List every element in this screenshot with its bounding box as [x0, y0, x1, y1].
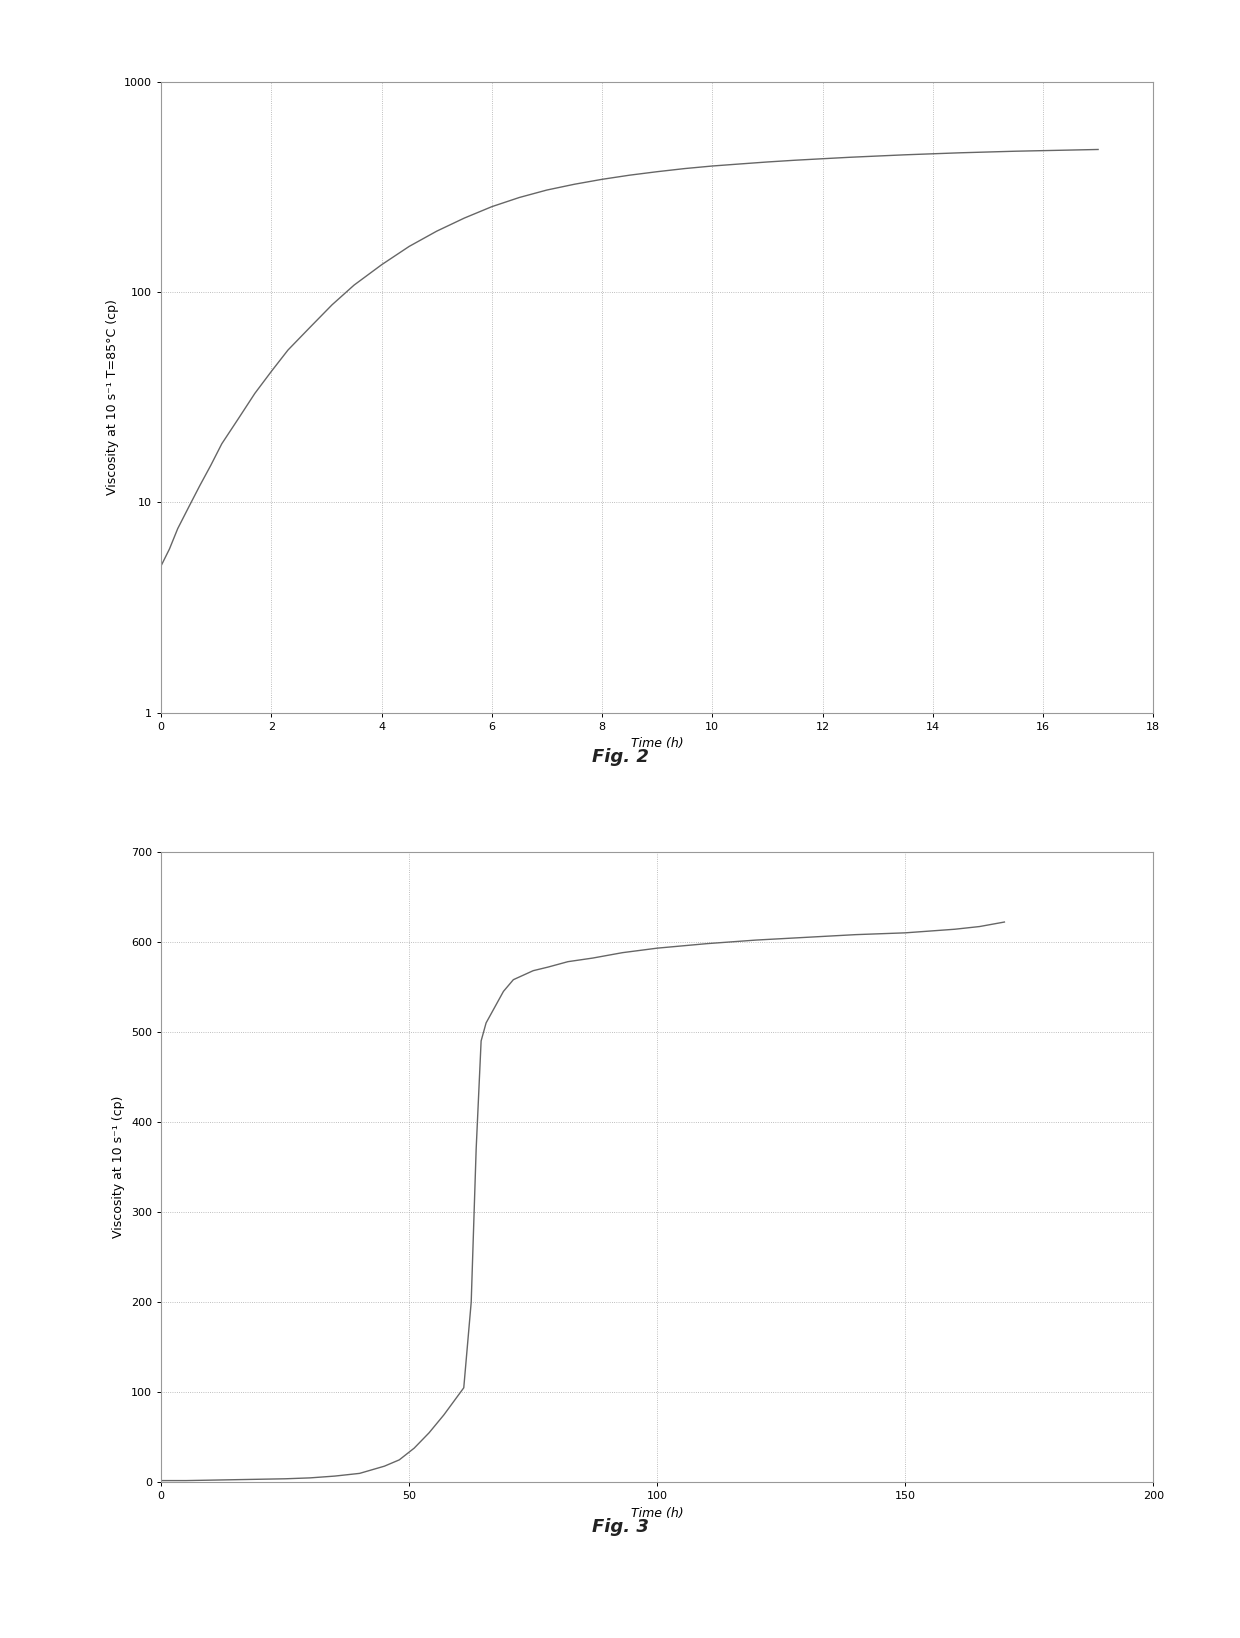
X-axis label: Time (h): Time (h) — [631, 737, 683, 750]
Y-axis label: Viscosity at 10 s⁻¹ T=85°C (cp): Viscosity at 10 s⁻¹ T=85°C (cp) — [105, 300, 119, 495]
X-axis label: Time (h): Time (h) — [631, 1507, 683, 1520]
Text: Fig. 3: Fig. 3 — [591, 1518, 649, 1535]
Text: Fig. 2: Fig. 2 — [591, 749, 649, 765]
Y-axis label: Viscosity at 10 s⁻¹ (cp): Viscosity at 10 s⁻¹ (cp) — [113, 1096, 125, 1238]
